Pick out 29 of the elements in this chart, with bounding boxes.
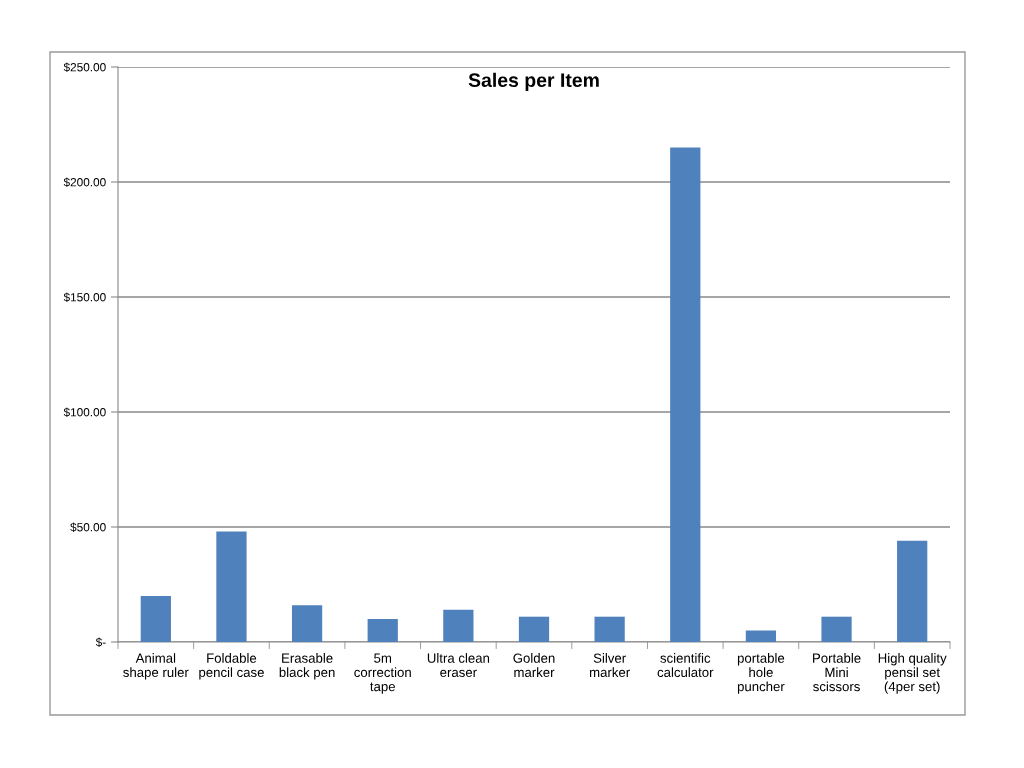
x-tick-label: 5m correction tape	[354, 653, 411, 694]
x-tick-label: High quality pensil set (4per set)	[878, 653, 947, 694]
bar	[897, 540, 928, 642]
y-tick-label: $100.00	[63, 407, 106, 418]
x-tick-label: Golden marker	[513, 653, 555, 678]
bar	[443, 609, 474, 642]
y-tick-label: $250.00	[63, 62, 106, 73]
bar	[140, 596, 171, 642]
bar	[745, 630, 777, 642]
y-tick-label: $50.00	[70, 522, 106, 533]
y-tick-label: $200.00	[63, 177, 106, 188]
chart-title: Sales per Item	[468, 72, 599, 91]
bar	[518, 616, 550, 642]
x-tick-label: scientific calculator	[657, 653, 714, 678]
bar	[367, 619, 398, 642]
y-tick-label: $150.00	[63, 292, 106, 303]
bar	[670, 147, 701, 642]
x-tick-label: Silver marker	[589, 653, 630, 678]
x-tick-label: Ultra clean eraser	[427, 653, 490, 678]
x-tick-label: Portable Mini scissors	[813, 653, 861, 692]
y-tick-label: $-	[95, 637, 106, 648]
bar	[291, 605, 323, 642]
x-tick-label: Erasable black pen	[279, 653, 335, 680]
x-tick-label: portable hole puncher	[737, 653, 785, 694]
bar	[594, 616, 625, 642]
x-tick-label: Foldable pencil case	[199, 653, 264, 680]
bar	[216, 531, 247, 642]
bar	[821, 616, 852, 642]
x-tick-label: Animal shape ruler	[123, 653, 189, 680]
